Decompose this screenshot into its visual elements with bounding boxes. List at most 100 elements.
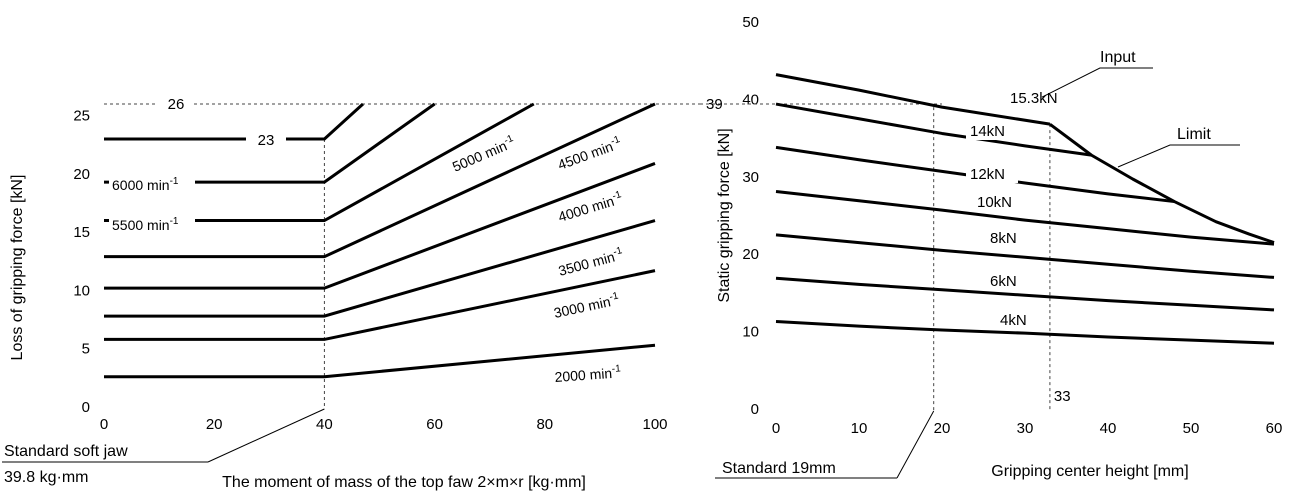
left-series-line-4 bbox=[104, 102, 656, 259]
label-3000-superscript: -1 bbox=[608, 290, 619, 303]
right-series-line-6 bbox=[775, 276, 1275, 312]
left-y-tick-label: 10 bbox=[73, 282, 90, 299]
right-limit-leader-line bbox=[1117, 144, 1240, 168]
left-y-axis-label: Loss of gripping force [kN] bbox=[9, 175, 26, 361]
left-level-value-label: 23 bbox=[258, 132, 275, 149]
right-x-tick-label: 60 bbox=[1266, 420, 1283, 437]
right-series-label-background bbox=[986, 271, 1038, 290]
right-series-label-8kN: 8kN bbox=[990, 230, 1017, 247]
left-series-line-6 bbox=[104, 219, 656, 318]
left-series-line-7 bbox=[104, 269, 656, 341]
label-4000: 4000 min-1 bbox=[556, 189, 625, 225]
right-series-line-8 bbox=[1049, 122, 1275, 245]
right-y-axis-label: Static gripping force [kN] bbox=[716, 128, 733, 302]
right-series-label-12kN: 12kN bbox=[970, 166, 1005, 183]
right-series-line-2 bbox=[775, 102, 1092, 157]
right-series-label-background bbox=[973, 192, 1025, 211]
left-standard-label: Standard soft jaw bbox=[4, 443, 128, 460]
label-6000-text: 6000 min bbox=[112, 177, 170, 193]
left-limit-value-label: 26 bbox=[168, 96, 185, 113]
left-series-line-5 bbox=[104, 162, 656, 290]
label-3000-group: 3000 min-1 bbox=[548, 286, 638, 325]
label-4500-group: 4500 min-1 bbox=[552, 127, 641, 177]
label-2000: 2000 min-1 bbox=[554, 363, 622, 385]
label-5500-background bbox=[109, 215, 195, 236]
left-series-line-8 bbox=[104, 343, 656, 379]
left-x-tick-label: 60 bbox=[426, 416, 443, 433]
left-y-tick-label: 20 bbox=[73, 166, 90, 183]
left-limit-label-background bbox=[158, 95, 194, 111]
right-input-label: Input bbox=[1100, 49, 1136, 66]
label-5500-superscript: -1 bbox=[170, 216, 179, 227]
right-x-tick-label: 30 bbox=[1017, 420, 1034, 437]
label-4000-superscript: -1 bbox=[611, 189, 623, 202]
right-y-tick-label: 10 bbox=[742, 324, 759, 341]
label-4500-superscript: -1 bbox=[609, 134, 622, 148]
left-y-tick-label: 25 bbox=[73, 108, 90, 125]
left-level-label-background bbox=[246, 130, 286, 147]
right-y-tick-label: 50 bbox=[742, 14, 759, 31]
right-x-axis-label: Gripping center height [mm] bbox=[991, 463, 1188, 480]
left-x-axis-label: The moment of mass of the top faw 2×m×r … bbox=[222, 474, 586, 491]
right-y-tick-label: 30 bbox=[742, 169, 759, 186]
right-standard-leader-line bbox=[896, 410, 935, 479]
label-2000-group: 2000 min-1 bbox=[550, 361, 639, 389]
right-series-label-4kN: 4kN bbox=[1000, 312, 1027, 329]
right-series-line-4 bbox=[775, 190, 1275, 246]
right-series-line-7 bbox=[775, 320, 1275, 345]
right-x-tick-label: 10 bbox=[851, 420, 868, 437]
left-standard-value: 39.8 kg·mm bbox=[4, 469, 88, 486]
label-6000-group: 6000 min-1 bbox=[109, 175, 195, 196]
right-series-label-background bbox=[996, 310, 1048, 329]
label-3500-background bbox=[553, 240, 642, 283]
left-y-tick-label: 5 bbox=[82, 341, 90, 358]
right-series-line-5 bbox=[775, 233, 1275, 279]
label-5000-background bbox=[446, 125, 534, 179]
label-2000-background bbox=[550, 361, 639, 389]
right-series-label-6kN: 6kN bbox=[990, 273, 1017, 290]
right-series-label-background bbox=[966, 164, 1018, 183]
left-x-tick-label: 80 bbox=[536, 416, 553, 433]
right-limit-label: Limit bbox=[1177, 126, 1211, 143]
right-series-label-15.3kN: 15.3kN bbox=[1010, 90, 1058, 107]
label-4500-background bbox=[552, 127, 641, 177]
right-reference-value-label: 39 bbox=[706, 96, 723, 113]
label-3000-background bbox=[548, 286, 638, 325]
right-x-tick-label: 40 bbox=[1100, 420, 1117, 437]
right-y-tick-label: 20 bbox=[742, 246, 759, 263]
left-series-line-1 bbox=[104, 102, 364, 141]
right-standard-label: Standard 19mm bbox=[722, 460, 836, 477]
label-5500-group: 5500 min-1 bbox=[109, 215, 195, 236]
right-x-tick-label: 0 bbox=[772, 420, 780, 437]
right-x-tick-label: 20 bbox=[934, 420, 951, 437]
right-x-tick-label: 50 bbox=[1183, 420, 1200, 437]
right-input-leader-line bbox=[1041, 67, 1153, 98]
left-y-tick-label: 15 bbox=[73, 224, 90, 241]
left-x-tick-label: 40 bbox=[316, 416, 333, 433]
right-series-label-background bbox=[966, 121, 1018, 140]
label-3500-superscript: -1 bbox=[612, 245, 624, 258]
label-2000-superscript: -1 bbox=[611, 363, 621, 375]
label-2000-text: 2000 min bbox=[554, 365, 613, 385]
label-6000-background bbox=[109, 175, 195, 196]
label-5500-text: 5500 min bbox=[112, 217, 170, 233]
right-series-label-14kN: 14kN bbox=[970, 123, 1005, 140]
right-series-label-background bbox=[1006, 88, 1058, 107]
right-series-line-1 bbox=[775, 73, 1051, 126]
label-6000-superscript: -1 bbox=[170, 176, 179, 187]
left-standard-leader-line bbox=[207, 408, 325, 463]
right-series-label-10kN: 10kN bbox=[977, 194, 1012, 211]
label-5500: 5500 min-1 bbox=[112, 216, 179, 233]
left-x-tick-label: 100 bbox=[642, 416, 667, 433]
right-series-label-background bbox=[986, 228, 1038, 247]
left-x-tick-label: 20 bbox=[206, 416, 223, 433]
right-input-x-label: 33 bbox=[1054, 388, 1071, 405]
right-y-tick-label: 40 bbox=[742, 91, 759, 108]
label-4000-group: 4000 min-1 bbox=[552, 183, 642, 229]
label-6000: 6000 min-1 bbox=[112, 176, 179, 193]
left-y-tick-label: 0 bbox=[82, 399, 90, 416]
label-4500: 4500 min-1 bbox=[555, 134, 624, 173]
right-y-tick-label: 0 bbox=[751, 401, 759, 418]
